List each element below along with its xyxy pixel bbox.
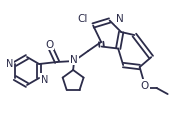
Text: N: N [116,14,123,24]
Text: Cl: Cl [78,13,88,23]
Text: N: N [70,54,78,64]
Text: O: O [141,80,149,90]
Text: N: N [5,58,13,68]
Text: O: O [45,40,53,50]
Text: N: N [41,74,49,84]
